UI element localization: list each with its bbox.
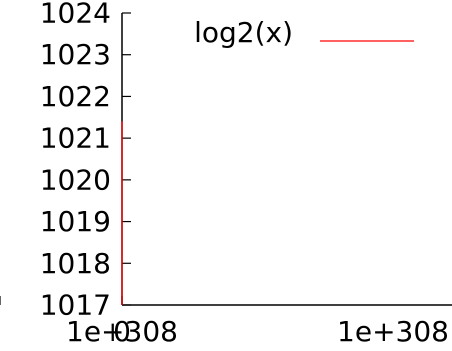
- y-tick-label: 1017: [40, 289, 111, 322]
- x-tick-label: 1e+308: [337, 315, 449, 348]
- y-tick-label: 1018: [40, 247, 111, 280]
- legend: log2(x): [194, 16, 414, 49]
- y-tick-labels: 1017 1018 1019 1020 1021 1022 1023 1024: [40, 0, 111, 322]
- x-tick-label: 0: [113, 315, 131, 348]
- y-tick-label: 1023: [40, 38, 111, 71]
- y-tick-label: 1022: [40, 80, 111, 113]
- x-tick-label: 1e+308: [66, 315, 178, 348]
- y-tick-label: 1019: [40, 205, 111, 238]
- y-tick-label: 1021: [40, 122, 111, 155]
- y-tick-label: 1020: [40, 163, 111, 196]
- legend-label: log2(x): [194, 16, 293, 49]
- y-tick-label: 1024: [40, 0, 111, 30]
- axes: [121, 13, 452, 306]
